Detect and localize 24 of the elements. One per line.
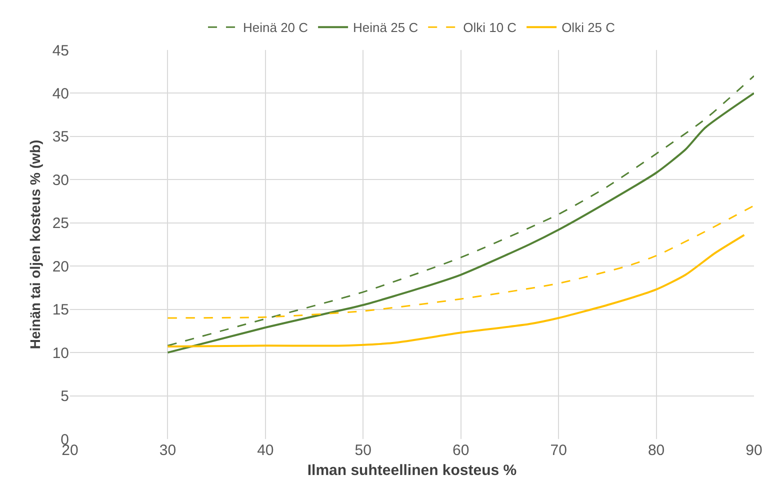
y-tick-label: 20	[52, 258, 69, 276]
y-tick-label: 30	[52, 172, 69, 189]
y-tick-label: 25	[52, 215, 69, 232]
y-axis-title: Heinän tai oljen kosteus % (wb)	[26, 140, 43, 350]
legend-label: Olki 10 C	[463, 20, 517, 36]
x-tick-label: 60	[452, 442, 470, 459]
legend-label: Heinä 20 C	[243, 20, 308, 36]
x-tick-label: 70	[550, 442, 567, 459]
legend-label: Olki 25 C	[562, 20, 616, 36]
y-tick-label: 10	[52, 344, 69, 362]
y-tick-label: 15	[52, 302, 69, 319]
y-tick-label: 5	[60, 388, 69, 406]
x-axis-title: Ilman suhteellinen kosteus %	[307, 462, 517, 479]
y-tick-label: 40	[52, 85, 69, 102]
y-tick-label: 45	[52, 42, 69, 60]
x-tick-label: 80	[648, 442, 665, 459]
legend-label: Heinä 25 C	[353, 20, 418, 36]
x-tick-label: 30	[159, 442, 176, 459]
line-series	[166, 234, 746, 348]
line-series	[166, 204, 754, 319]
y-tick-label: 35	[52, 128, 69, 146]
x-tick-label: 40	[257, 442, 274, 459]
x-tick-label: 90	[746, 442, 762, 459]
x-tick-label: 50	[354, 442, 372, 459]
